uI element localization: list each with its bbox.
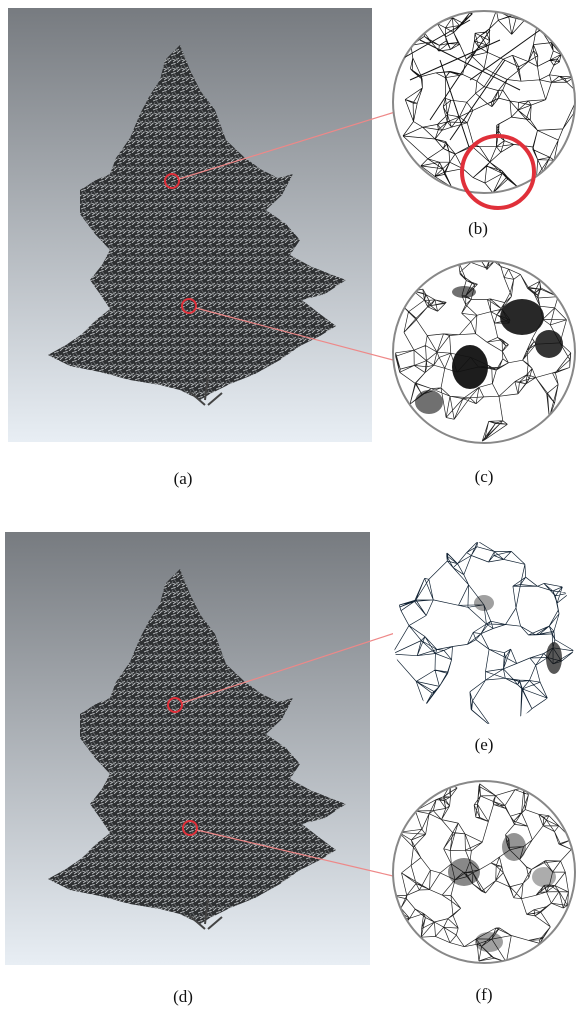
dense-region (452, 286, 476, 298)
mesh-group (392, 10, 578, 964)
mesh (392, 541, 576, 726)
dense-region (448, 858, 480, 886)
dense-region (535, 330, 563, 358)
panel-label: (f) (476, 985, 493, 1004)
dense-region (475, 932, 503, 952)
panel-label: (e) (475, 735, 494, 754)
dense-region (502, 833, 526, 861)
panel-label: (d) (173, 987, 193, 1006)
dense-region (452, 345, 488, 389)
dense-region (415, 390, 443, 414)
panel-label: (c) (475, 467, 494, 486)
dense-region (546, 642, 562, 674)
panel-label: (a) (174, 469, 193, 488)
panel-label: (b) (468, 219, 488, 238)
dense-region (500, 299, 544, 335)
dense-region (532, 867, 556, 887)
dense-region (474, 595, 494, 611)
figure: (a) (b) (c) (d) (e) (f) (0, 0, 582, 1020)
